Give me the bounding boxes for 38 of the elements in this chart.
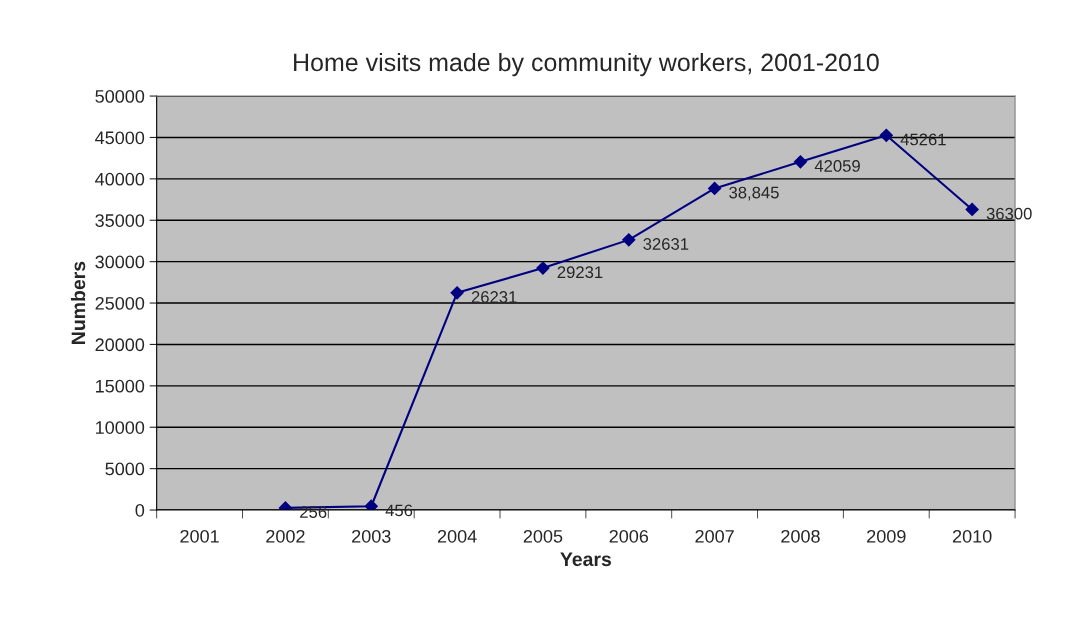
y-tick-label: 25000 xyxy=(95,296,145,310)
y-tick-label: 50000 xyxy=(95,90,145,103)
chart-title: Home visits made by community workers, 2001-2010 xyxy=(294,52,879,77)
y-axis-title: Numbers xyxy=(70,261,86,344)
point xyxy=(879,128,893,142)
data-label: 38,845 xyxy=(729,186,779,201)
x-tick-label: 2006 xyxy=(609,529,649,543)
y-tick-label: 20000 xyxy=(95,338,145,352)
y-tick-label: 0 xyxy=(135,503,145,517)
x-tick-label: 2003 xyxy=(352,529,391,543)
point xyxy=(364,499,378,511)
point xyxy=(450,286,464,300)
y-tick-label: 40000 xyxy=(95,172,145,186)
y-tick-label: 15000 xyxy=(96,379,145,393)
x-tick-label: 2005 xyxy=(523,529,563,543)
data-label: 26231 xyxy=(471,291,517,303)
point xyxy=(708,181,722,196)
x-tick-label: 2001 xyxy=(180,529,219,543)
x-tick-label: 2010 xyxy=(952,529,992,543)
point xyxy=(793,155,808,169)
point xyxy=(965,202,979,217)
x-tick-label: 2009 xyxy=(867,529,906,543)
y-tick-label: 45000 xyxy=(95,131,145,145)
point xyxy=(536,261,550,275)
data-label: 32631 xyxy=(643,238,689,250)
y-tick-label: 5000 xyxy=(105,462,145,476)
data-label: 29231 xyxy=(557,266,603,279)
x-tick-label: 2004 xyxy=(437,529,477,543)
x-tick-label: 2002 xyxy=(266,529,305,543)
data-label: 36300 xyxy=(986,207,1032,220)
y-tick-label: 10000 xyxy=(96,421,145,434)
x-tick-label: 2008 xyxy=(781,529,820,543)
data-label: 42059 xyxy=(814,160,860,172)
x-tick-label: 2007 xyxy=(695,529,734,543)
x-axis-title: Years xyxy=(560,552,612,567)
point xyxy=(622,233,636,247)
y-tick-label: 35000 xyxy=(95,214,145,227)
y-tick-label: 30000 xyxy=(95,255,145,269)
